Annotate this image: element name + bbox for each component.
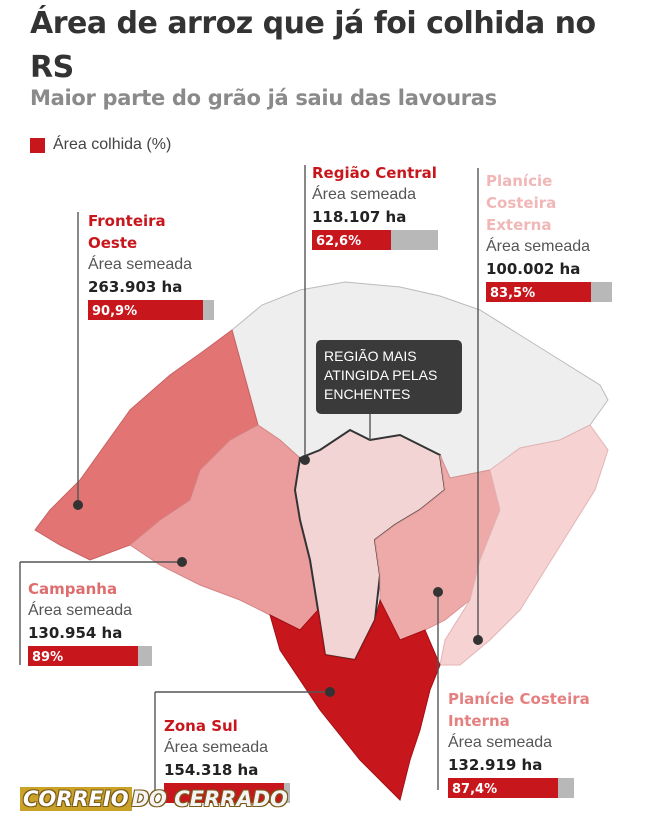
brand-watermark: CORREIO DO CERRADO [20, 787, 288, 811]
callout-fronteira-oeste: Fronteira Oeste Área semeada 263.903 ha … [88, 210, 214, 320]
harvest-pct: 90,9% [92, 304, 138, 319]
region-area: 130.954 ha [28, 624, 123, 642]
region-area: 132.919 ha [448, 756, 543, 774]
legend-swatch [30, 137, 45, 153]
harvest-pct: 83,5% [490, 286, 536, 301]
region-name: Planície Costeira Externa [486, 172, 557, 234]
region-area: 154.318 ha [164, 761, 259, 779]
region-label: Área semeada [486, 238, 591, 255]
page-title: Área de arroz que já foi colhida no RS [30, 6, 596, 85]
harvest-bar: 83,5% [486, 282, 612, 302]
harvest-pct: 89% [32, 650, 64, 665]
callout-campanha: Campanha Área semeada 130.954 ha 89% [28, 578, 152, 666]
harvest-pct: 87,4% [452, 782, 498, 797]
region-label: Área semeada [164, 739, 269, 756]
brand-part1: CORREIO [20, 787, 132, 811]
region-zona-sul [269, 598, 441, 801]
region-name: Campanha [28, 580, 118, 598]
callout-regiao-central: Região Central Área semeada 118.107 ha 6… [312, 162, 438, 250]
harvest-bar: 87,4% [448, 778, 574, 798]
region-name: Planície Costeira Interna [448, 690, 590, 730]
region-area: 263.903 ha [88, 278, 183, 296]
region-name: Fronteira Oeste [88, 212, 166, 252]
region-name: Zona Sul [164, 717, 238, 735]
callout-costeira-interna: Planície Costeira Interna Área semeada 1… [448, 688, 590, 798]
leader-lines [19, 165, 479, 790]
region-area: 100.002 ha [486, 260, 581, 278]
harvest-pct: 62,6% [316, 234, 362, 249]
brand-part2: DO CERRADO [131, 787, 288, 811]
region-costeira-externa [439, 424, 609, 666]
harvest-bar: 90,9% [88, 300, 214, 320]
region-label: Área semeada [28, 602, 133, 619]
page-subtitle: Maior parte do grão já saiu das lavouras [30, 86, 497, 110]
region-label: Área semeada [448, 734, 553, 751]
region-label: Área semeada [88, 256, 193, 273]
harvest-bar [164, 783, 290, 803]
harvest-bar: 89% [28, 646, 152, 666]
legend: Área colhida (%) [30, 136, 171, 154]
flood-note: REGIÃO MAIS ATINGIDA PELAS ENCHENTES [316, 340, 462, 414]
callout-costeira-externa: Planície Costeira Externa Área semeada 1… [486, 170, 612, 302]
region-label: Área semeada [312, 186, 417, 203]
legend-label: Área colhida (%) [53, 136, 172, 153]
callout-zona-sul: Zona Sul Área semeada 154.318 ha [164, 715, 290, 803]
harvest-bar: 62,6% [312, 230, 438, 250]
leader-dots [73, 455, 483, 697]
region-area: 118.107 ha [312, 208, 407, 226]
region-name: Região Central [312, 164, 437, 182]
